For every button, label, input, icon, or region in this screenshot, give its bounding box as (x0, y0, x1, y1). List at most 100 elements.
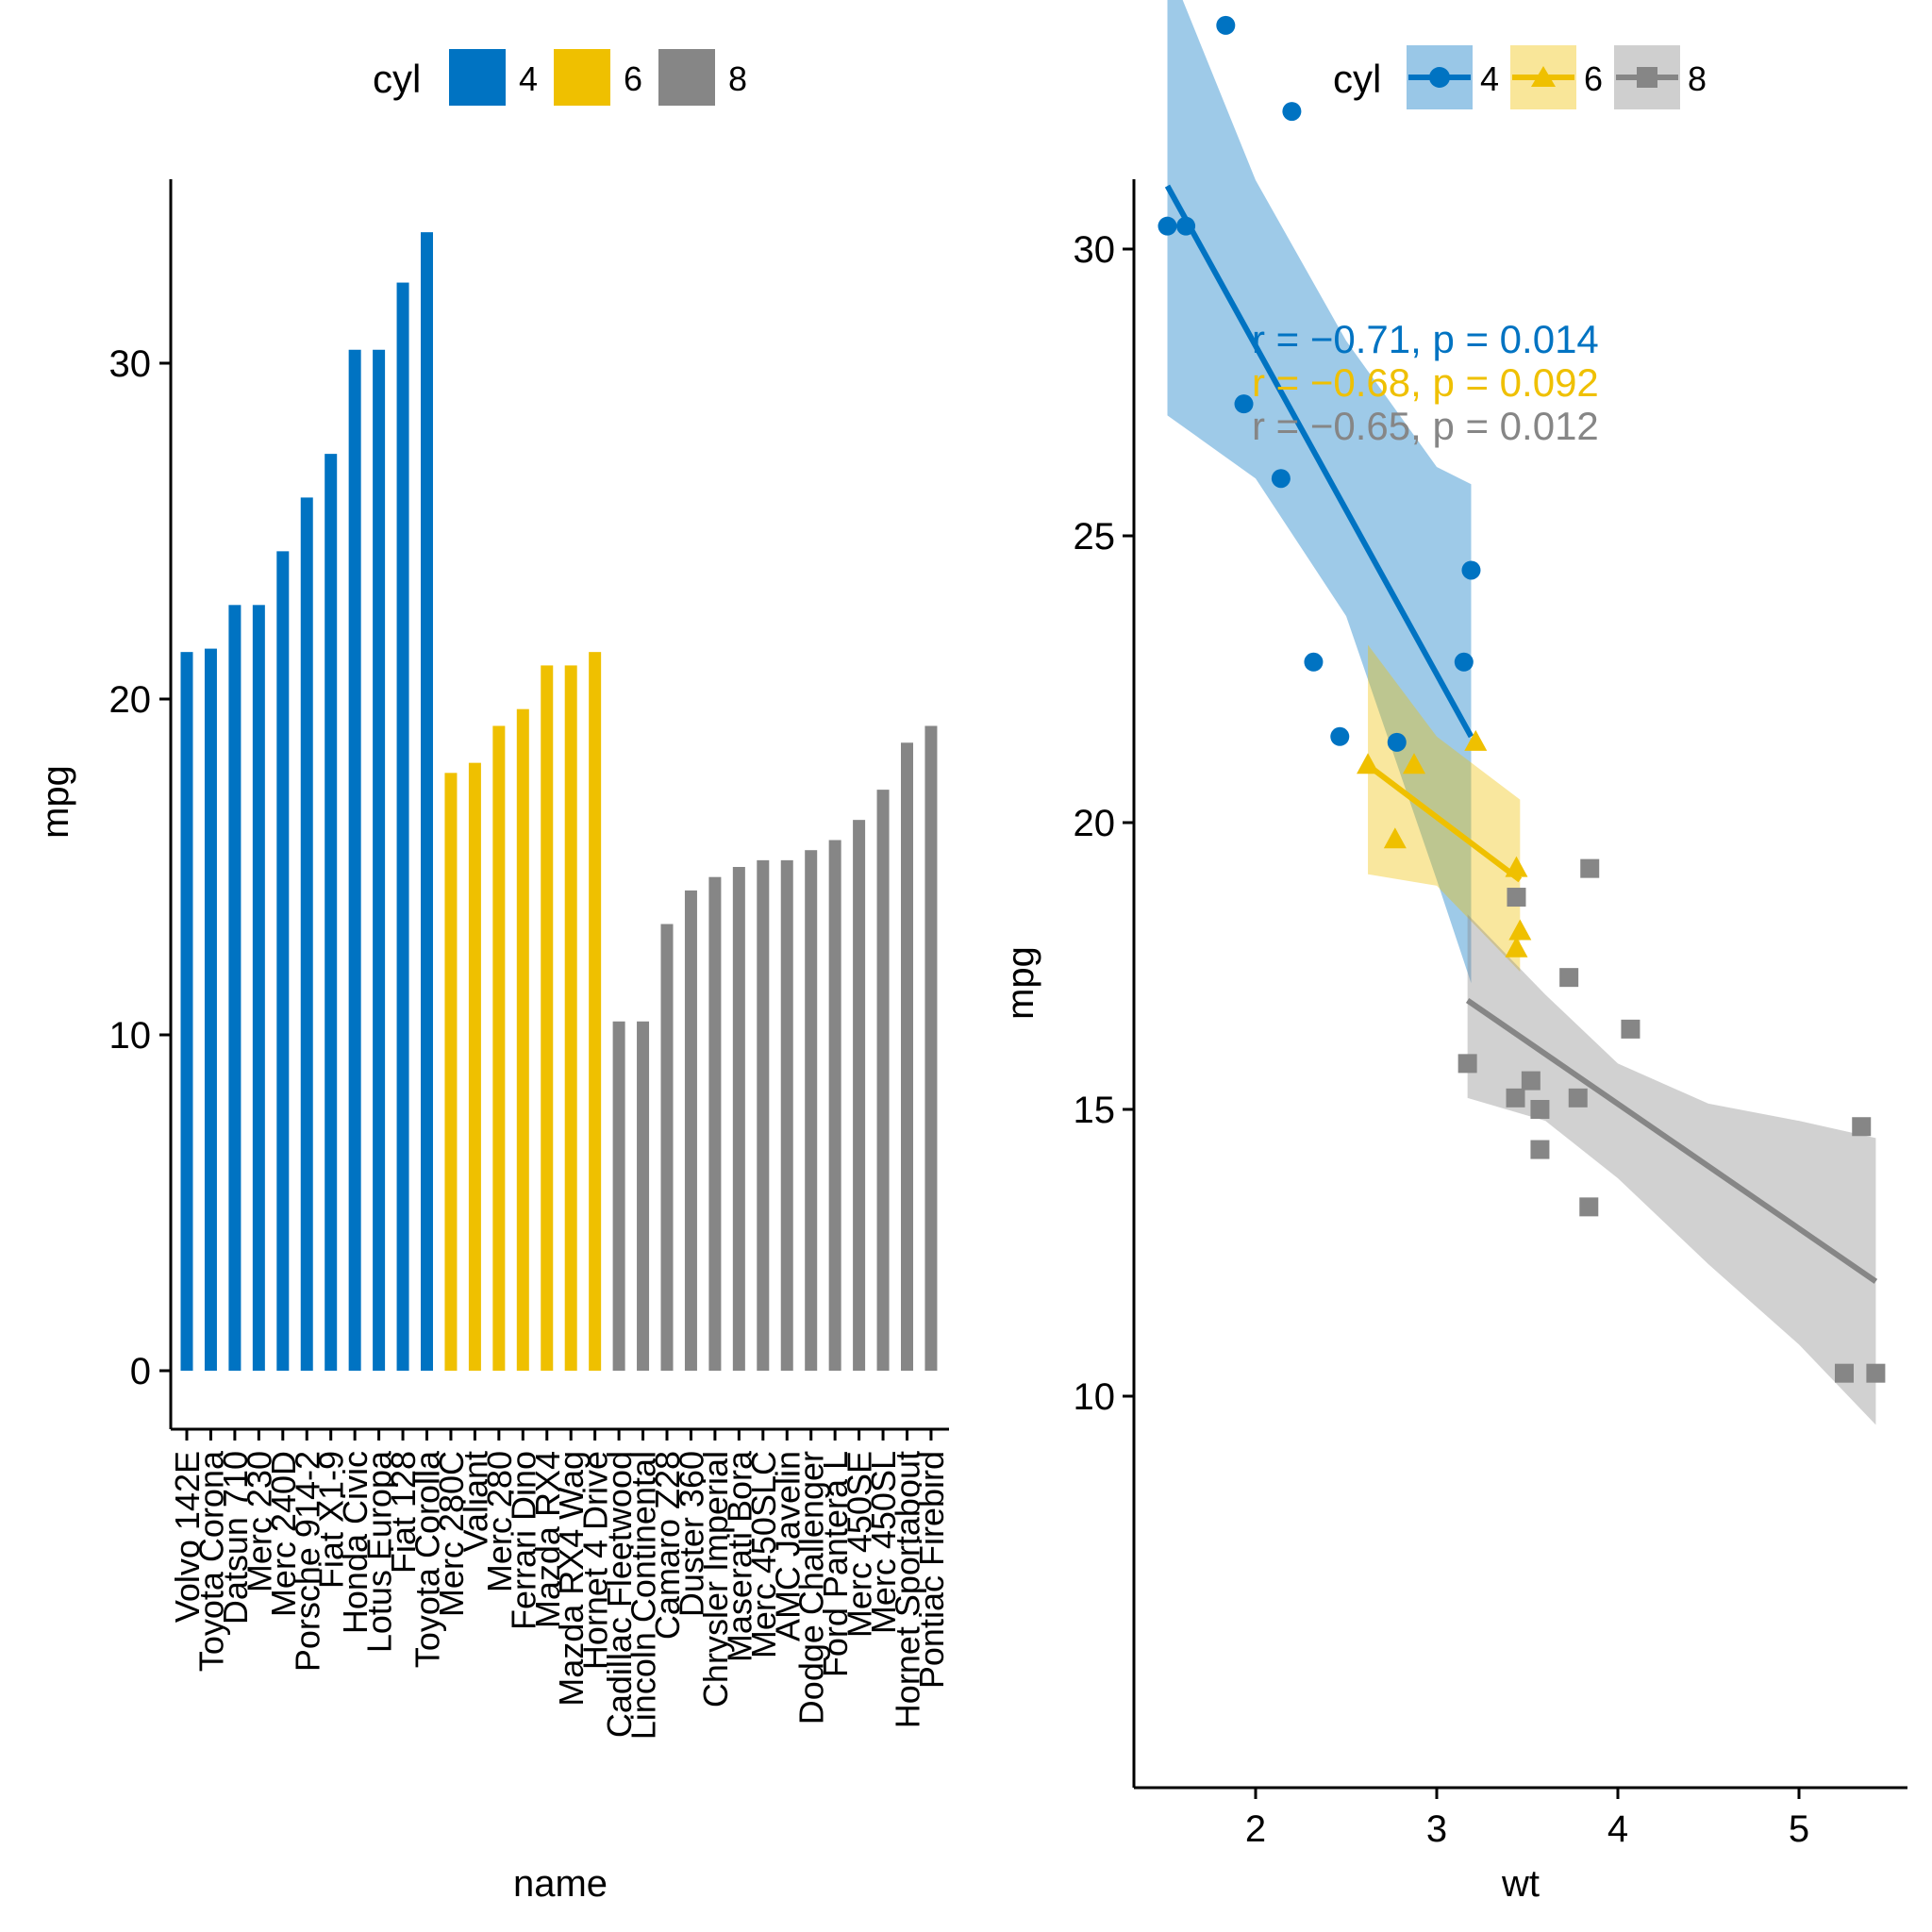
bar-15 (516, 708, 529, 1371)
bar-x-tick-label: Merc 230 (240, 1451, 278, 1592)
point-cyl-4 (1176, 216, 1196, 236)
bar-9 (373, 349, 386, 1371)
bar-x-tick-label: Merc 450SL (864, 1451, 903, 1634)
bar-21 (660, 924, 674, 1371)
bar-legend: cyl 4 6 8 (373, 49, 747, 106)
bar-x-tick-label: Hornet Sportabout (889, 1451, 927, 1728)
bar-5 (276, 551, 290, 1371)
point-cyl-8 (1621, 1019, 1641, 1039)
regression-line-cyl-6 (1366, 762, 1523, 883)
scatter-x-tick-label: 2 (1245, 1808, 1266, 1850)
point-cyl-4 (1158, 216, 1177, 236)
annotation-cyl-4: r = −0.71, p = 0.014 (1252, 317, 1599, 361)
scatter-chart-panel: cyl 4 6 8 r = −0.71, p = 0.0 (1000, 0, 1907, 1905)
bar-x-tick-label: Fiat X1-9 (312, 1451, 351, 1589)
bar-14 (492, 725, 506, 1371)
bar-x-tick-label: Honda Civic (336, 1451, 375, 1634)
bar-26 (780, 859, 793, 1371)
confidence-band-cyl-8 (1467, 914, 1876, 1425)
scatter-y-tick-label: 10 (1074, 1376, 1116, 1418)
bar-17 (564, 665, 577, 1371)
bar-x-tick-label: Lincoln Continental (625, 1451, 663, 1740)
scatter-legend-label-4: 4 (1480, 59, 1499, 98)
bar-y-tick-label: 30 (109, 343, 152, 385)
bar-x-tick-label: AMC Javelin (768, 1451, 807, 1641)
bar-3 (228, 605, 242, 1371)
bar-series (180, 232, 938, 1371)
point-cyl-8 (1559, 968, 1579, 988)
bar-1 (180, 652, 193, 1371)
annotation-cyl-6: r = −0.68, p = 0.092 (1252, 360, 1599, 405)
point-cyl-4 (1461, 560, 1481, 580)
bar-x-tick-label: Datsun 710 (216, 1451, 255, 1624)
bar-25 (757, 859, 770, 1371)
bar-32 (924, 725, 938, 1371)
bar-x-tick-label: Merc 450SE (841, 1451, 879, 1638)
bar-4 (252, 605, 265, 1371)
bar-x-tick-label: Valiant (456, 1451, 494, 1552)
scatter-y-tick-label: 25 (1074, 516, 1116, 558)
bar-legend-swatch-8 (658, 49, 715, 106)
scatter-x-ticks: 2 3 4 5 (1245, 1788, 1809, 1850)
bar-x-tick-label: Ferrari Dino (504, 1451, 542, 1630)
bar-16 (541, 665, 554, 1371)
bar-x-tick-label: Merc 280 (480, 1451, 519, 1592)
scatter-y-tick-label: 30 (1074, 229, 1116, 271)
point-cyl-6 (1505, 936, 1528, 958)
bar-x-tick-label: Camaro Z28 (648, 1451, 687, 1640)
bar-31 (901, 742, 913, 1371)
bar-y-tick-label: 20 (109, 679, 152, 721)
bar-x-tick-label: Maserati Bora (720, 1450, 758, 1662)
point-cyl-4 (1330, 726, 1350, 746)
point-cyl-4 (1387, 732, 1407, 752)
scatter-annotations: r = −0.71, p = 0.014 r = −0.68, p = 0.09… (1252, 317, 1599, 448)
scatter-x-tick-label: 4 (1607, 1808, 1628, 1850)
bar-22 (684, 890, 697, 1371)
point-cyl-8 (1530, 1100, 1550, 1119)
scatter-y-ticks: 101520253035 (1074, 229, 1134, 1418)
point-cyl-8 (1835, 1363, 1854, 1383)
point-cyl-4 (1304, 652, 1324, 672)
point-cyl-6 (1403, 753, 1425, 774)
scatter-legend-key-8 (1614, 45, 1680, 109)
point-cyl-8 (1579, 1197, 1599, 1217)
bar-23 (708, 876, 722, 1371)
point-cyl-6 (1383, 827, 1407, 849)
scatter-legend: cyl 4 6 8 (1333, 45, 1707, 109)
regression-line-cyl-8 (1465, 998, 1878, 1284)
point-cyl-8 (1530, 1140, 1550, 1159)
point-cyl-4 (1271, 469, 1291, 489)
confidence-band-cyl-6 (1368, 644, 1521, 973)
point-cyl-8 (1506, 1088, 1525, 1108)
bar-y-ticks: 0 10 20 30 (109, 343, 171, 1392)
point-cyl-8 (1580, 858, 1600, 878)
bar-13 (468, 762, 481, 1371)
point-cyl-6 (1508, 919, 1532, 941)
scatter-legend-key-4 (1407, 45, 1473, 109)
bar-x-tick-label: Hornet 4 Drive (576, 1451, 615, 1670)
bar-x-tick-label: Toyota Corolla (408, 1450, 447, 1668)
bar-30 (876, 790, 890, 1371)
bar-28 (828, 840, 841, 1371)
bar-x-tick-label: Volvo 142E (168, 1451, 207, 1623)
bar-29 (853, 820, 866, 1371)
bar-11 (421, 232, 433, 1371)
bar-x-tick-label: Toyota Corona (192, 1450, 230, 1672)
bar-y-axis-title: mpg (35, 765, 76, 839)
bar-7 (325, 454, 338, 1371)
bar-x-tick-label: Merc 280C (432, 1451, 471, 1617)
bar-19 (612, 1021, 625, 1371)
bar-x-tick-label: Lotus Europa (360, 1450, 399, 1653)
scatter-legend-title: cyl (1333, 57, 1381, 101)
scatter-legend-label-6: 6 (1584, 59, 1603, 98)
bar-8 (348, 349, 361, 1371)
point-cyl-8 (1457, 1054, 1477, 1074)
bar-x-tick-label: Pontiac Firebird (912, 1451, 951, 1689)
scatter-y-tick-label: 15 (1074, 1090, 1116, 1131)
scatter-y-tick-label: 20 (1074, 803, 1116, 844)
bar-x-tick-label: Ford Pantera L (816, 1451, 855, 1677)
bar-legend-swatch-6 (554, 49, 610, 106)
